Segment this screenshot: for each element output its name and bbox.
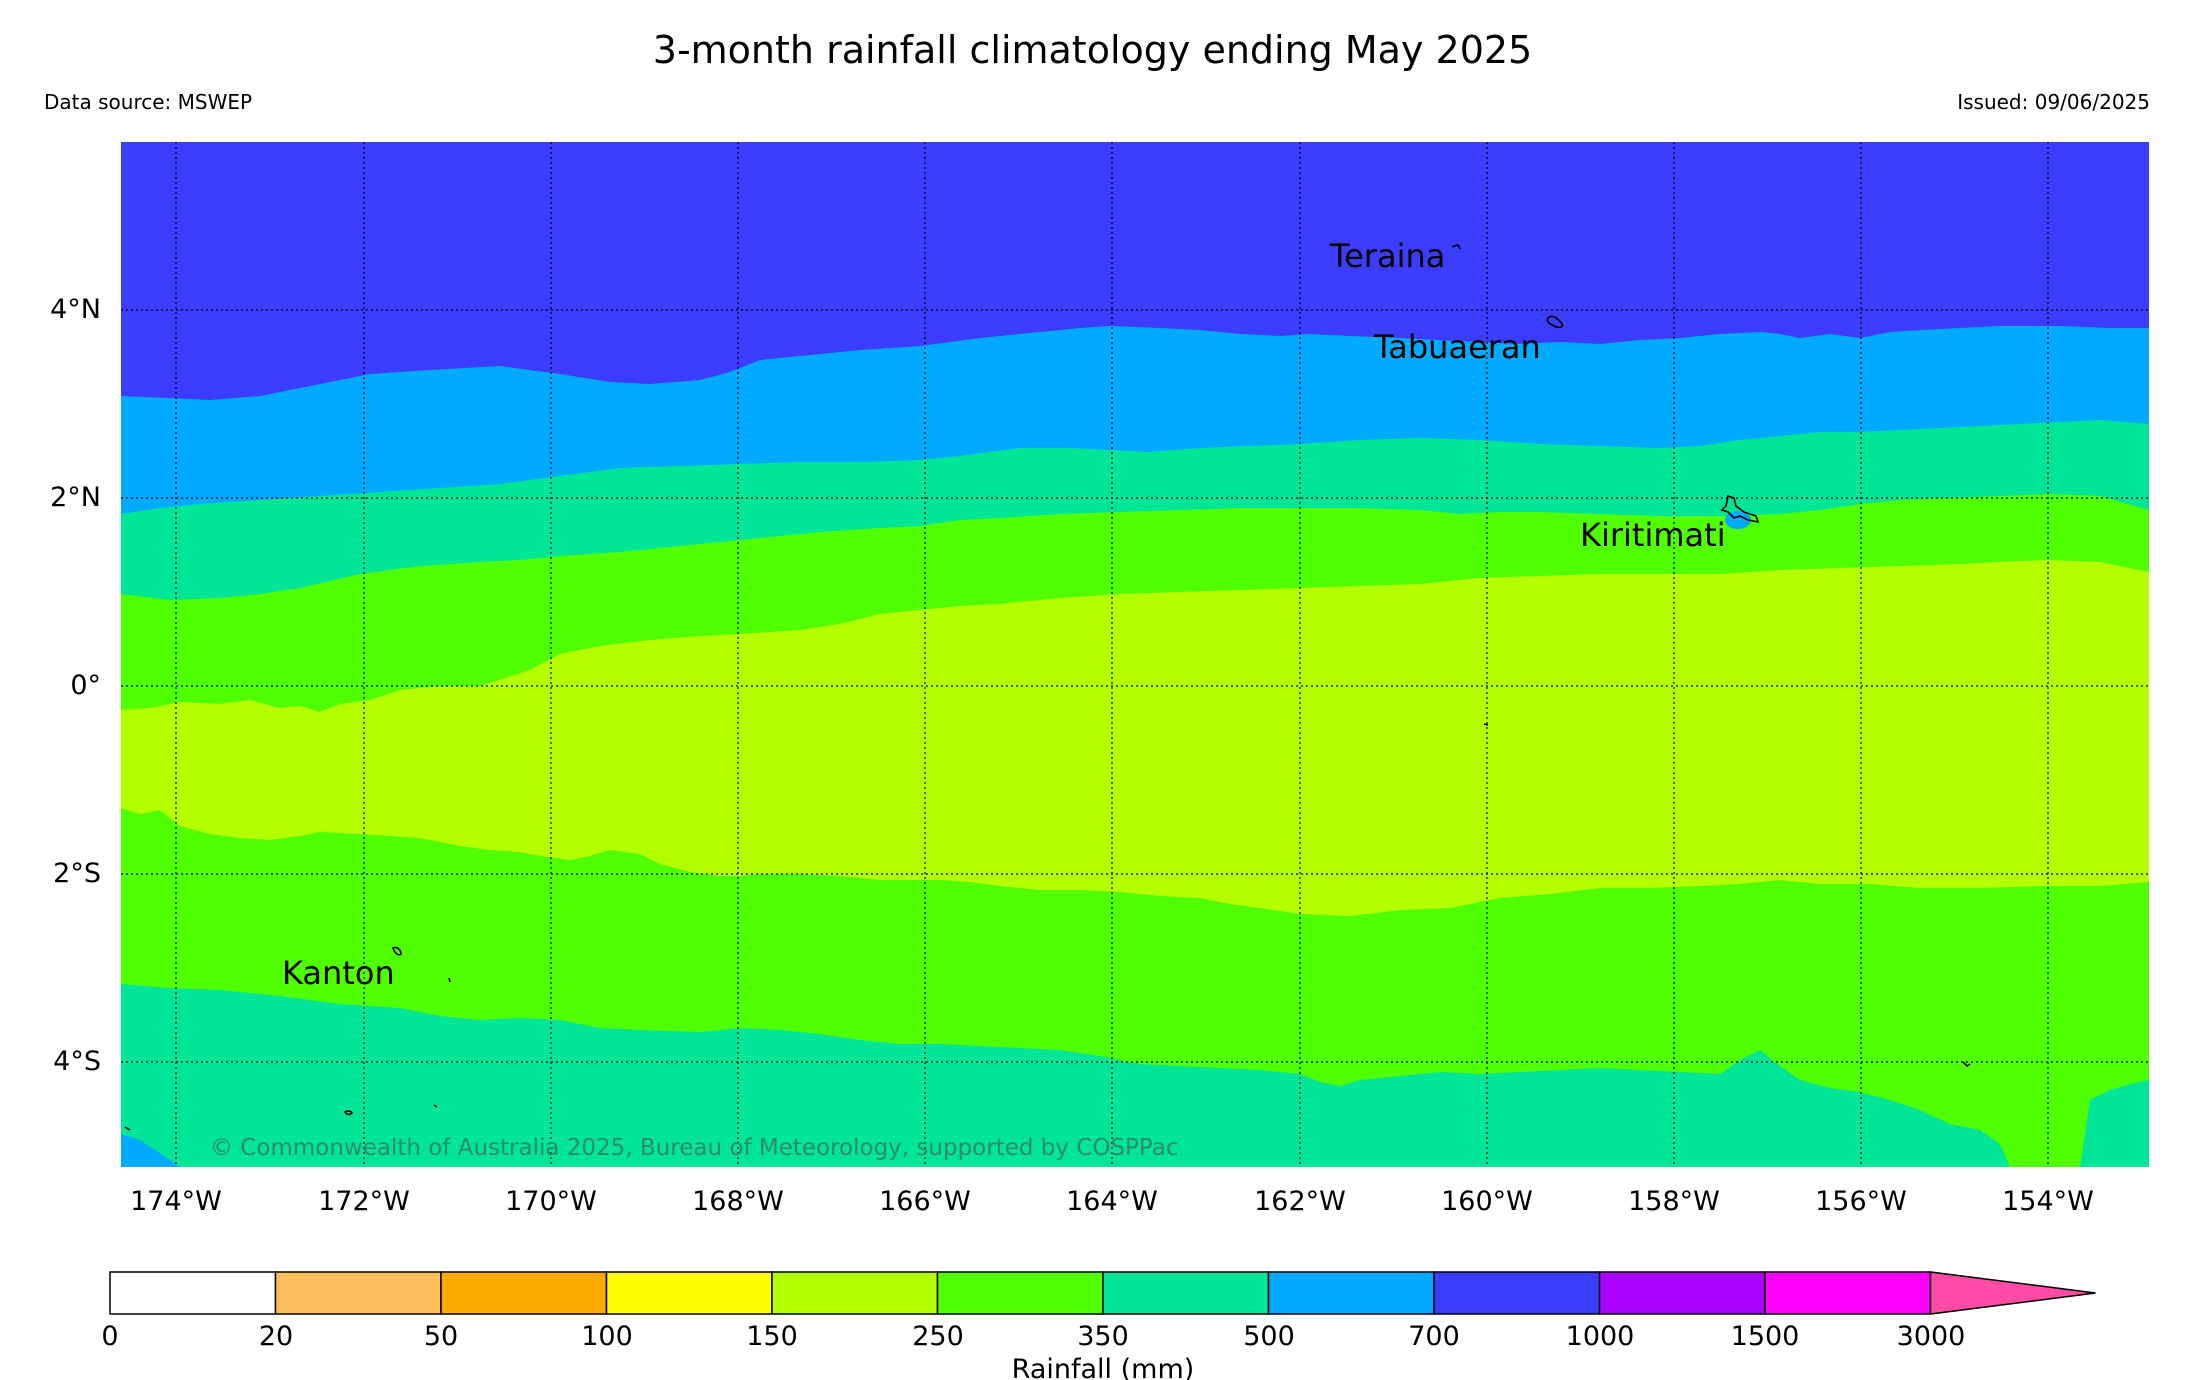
- lon-tick-label: 164°W: [1066, 1186, 1158, 1217]
- colorbar-tick-label: 100: [581, 1321, 633, 1352]
- colorbar-tick-label: 1000: [1566, 1321, 1635, 1352]
- colorbar-tick-labels: 0 20 50 100 150 250 350 500 700 1000 150…: [101, 1321, 1965, 1352]
- lon-tick-label: 154°W: [2002, 1186, 2094, 1217]
- colorbar-extend-arrow: [1929, 1271, 2096, 1315]
- lon-tick-label: 158°W: [1628, 1186, 1720, 1217]
- colorbar-segment: [109, 1271, 277, 1315]
- islet-5: [1483, 723, 1489, 726]
- colorbar-segment: [440, 1271, 608, 1315]
- colorbar-segment: [274, 1271, 442, 1315]
- colorbar-tick-label: 250: [912, 1321, 964, 1352]
- lat-tick-label: 4°S: [53, 1046, 101, 1077]
- teraina-island: [1451, 244, 1461, 250]
- colorbar: [109, 1271, 2096, 1315]
- colorbar-tick-label: 1500: [1731, 1321, 1800, 1352]
- tabuaeran-island: [1546, 315, 1564, 329]
- colorbar-segment: [1102, 1271, 1270, 1315]
- map-title: 3-month rainfall climatology ending May …: [652, 28, 1533, 72]
- latitude-tick-labels: 4°N 2°N 0° 2°S 4°S: [50, 294, 101, 1077]
- data-source-label: Data source: MSWEP: [44, 90, 253, 114]
- issued-date-label: Issued: 09/06/2025: [1957, 90, 2150, 114]
- islet-1: [448, 977, 451, 983]
- colorbar-label: Rainfall (mm): [1012, 1354, 1195, 1380]
- rainfall-band-south-500-700: [121, 984, 2149, 1167]
- colorbar-tick-label: 3000: [1897, 1321, 1966, 1352]
- islet-2: [343, 1110, 353, 1116]
- colorbar-segment: [1267, 1271, 1435, 1315]
- colorbar-tick-label: 150: [746, 1321, 798, 1352]
- colorbar-tick-label: 700: [1408, 1321, 1460, 1352]
- place-label-teraina: Teraina: [1329, 237, 1445, 275]
- colorbar-segment: [605, 1271, 773, 1315]
- lat-tick-label: 2°S: [53, 858, 101, 889]
- grid-lines: [121, 142, 2149, 1167]
- lon-tick-label: 174°W: [130, 1186, 222, 1217]
- island-outlines: [124, 244, 1971, 1131]
- colorbar-tick-label: 50: [424, 1321, 458, 1352]
- lon-tick-label: 170°W: [505, 1186, 597, 1217]
- rainfall-fill: [121, 142, 2149, 1167]
- colorbar-tick-label: 500: [1243, 1321, 1295, 1352]
- lat-tick-label: 4°N: [50, 294, 101, 325]
- rainfall-band-sw-700-1000: [121, 1134, 180, 1167]
- islet-3: [433, 1104, 438, 1108]
- place-label-kanton: Kanton: [282, 954, 395, 992]
- lon-tick-label: 166°W: [879, 1186, 971, 1217]
- kiritimati-island: [1720, 494, 1760, 524]
- colorbar-segment: [936, 1271, 1104, 1315]
- islet-4: [1962, 1061, 1971, 1068]
- copyright-notice: © Commonwealth of Australia 2025, Bureau…: [210, 1135, 1179, 1161]
- colorbar-segment: [1598, 1271, 1766, 1315]
- lon-tick-label: 168°W: [692, 1186, 784, 1217]
- kanton-island: [392, 946, 402, 956]
- lon-tick-label: 160°W: [1441, 1186, 1533, 1217]
- place-label-tabuaeran: Tabuaeran: [1373, 328, 1541, 366]
- colorbar-tick-label: 350: [1077, 1321, 1129, 1352]
- lon-tick-label: 156°W: [1815, 1186, 1907, 1217]
- colorbar-tick-label: 0: [101, 1321, 118, 1352]
- colorbar-tick-label: 20: [259, 1321, 293, 1352]
- rainfall-band-250-350: [121, 560, 2149, 916]
- place-label-kiritimati: Kiritimati: [1580, 516, 1726, 554]
- islet-6: [124, 1126, 131, 1131]
- lon-tick-label: 172°W: [318, 1186, 410, 1217]
- longitude-tick-labels: 174°W 172°W 170°W 168°W 166°W 164°W 162°…: [130, 1186, 2094, 1217]
- colorbar-segment: [1764, 1271, 1932, 1315]
- colorbar-segment: [1433, 1271, 1601, 1315]
- lat-tick-label: 2°N: [50, 482, 101, 513]
- lon-tick-label: 162°W: [1254, 1186, 1346, 1217]
- lat-tick-label: 0°: [70, 670, 101, 701]
- colorbar-segment: [771, 1271, 939, 1315]
